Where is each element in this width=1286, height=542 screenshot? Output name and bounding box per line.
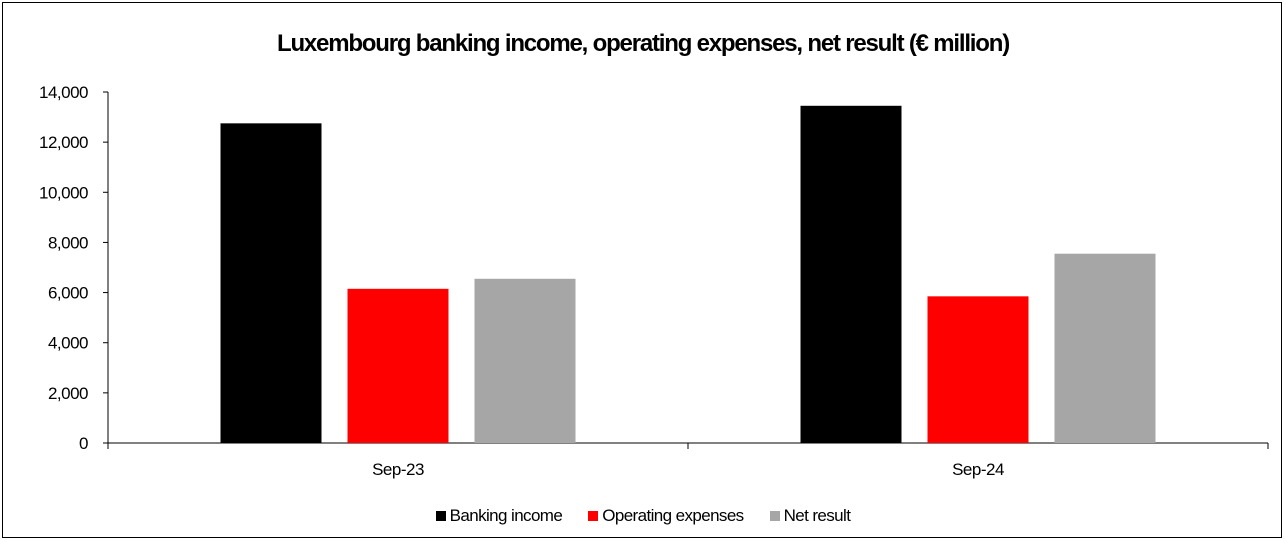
legend-item-operating-expenses: Operating expenses [588,506,744,526]
x-category-label: Sep-24 [952,460,1004,479]
bar-banking-income [800,105,902,444]
legend-swatch [588,511,599,521]
legend-label: Banking income [449,506,563,525]
bar-banking-income [220,123,322,443]
y-tick-label: 12,000 [39,133,88,152]
x-category-label: Sep-23 [372,460,424,479]
y-tick-label: 10,000 [39,183,88,202]
y-tick-label: 14,000 [39,83,88,102]
legend: Banking income Operating expenses Net re… [0,506,1286,526]
bar-net-result [474,278,576,443]
bar-net-result [1054,253,1156,443]
legend-label: Net result [783,506,851,525]
y-tick-label: 4,000 [48,334,88,353]
legend-swatch [435,511,446,521]
y-tick-label: 2,000 [48,384,88,403]
legend-label: Operating expenses [602,506,744,525]
bar-operating-expenses [347,288,449,443]
chart-title: Luxembourg banking income, operating exp… [276,30,1010,57]
y-tick-label: 8,000 [48,233,88,252]
y-tick-label: 6,000 [48,284,88,303]
bar-operating-expenses [927,296,1029,443]
legend-item-banking-income: Banking income [435,506,563,526]
legend-swatch [769,511,780,521]
legend-item-net-result: Net result [769,506,851,526]
y-tick-label: 0 [79,434,88,453]
